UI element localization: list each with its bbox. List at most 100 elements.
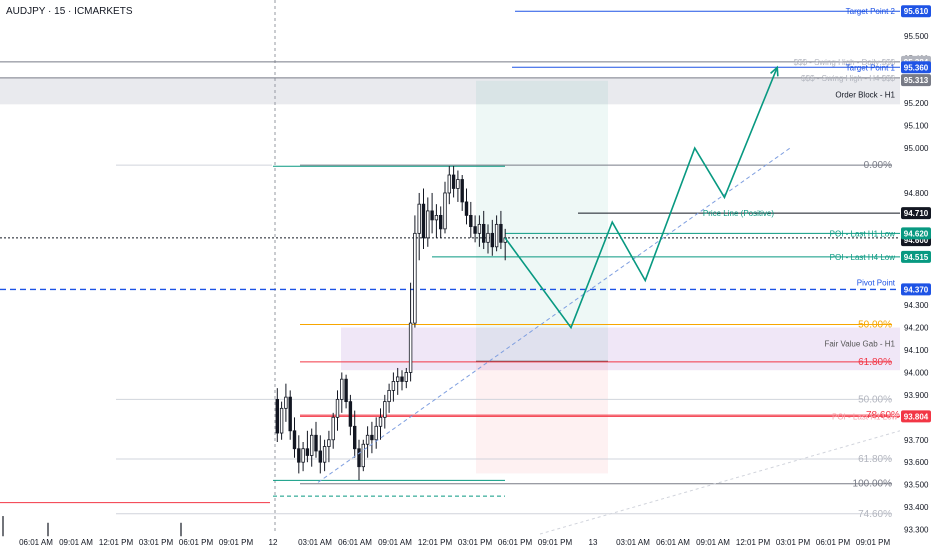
candle-body[interactable] xyxy=(426,210,430,239)
badge-swing-high-h4: 95.313 xyxy=(901,74,931,87)
drawing-layer[interactable] xyxy=(317,65,901,535)
candle-body[interactable] xyxy=(404,372,408,382)
badge-target-point-1: 95.360 xyxy=(901,61,931,74)
candle-body[interactable] xyxy=(279,407,284,434)
badge-poi-h1: 94.620 xyxy=(901,227,931,240)
candle-body[interactable] xyxy=(469,214,473,228)
fib-level-label-4: 100.00% xyxy=(853,479,893,490)
badge-pivot-point-text: 94.370 xyxy=(904,285,929,294)
candle-body[interactable] xyxy=(357,448,361,468)
time-axis[interactable]: 06:01 AM 09:01 AM 12:01 PM 03:01 PM 06:01 PM… xyxy=(19,538,890,547)
long-position-loss-zone[interactable] xyxy=(476,361,608,474)
swing-high-h4-label: $$$ - Swing High - H4 $$$ xyxy=(801,74,895,83)
candle-body[interactable] xyxy=(309,434,314,456)
candle-body[interactable] xyxy=(413,232,417,324)
candle-body[interactable] xyxy=(417,203,421,234)
candle-body[interactable] xyxy=(378,416,383,427)
candle-body[interactable] xyxy=(421,203,426,239)
y-tick-label: 93.400 xyxy=(904,503,929,512)
fair-value-gap-zone xyxy=(341,327,900,371)
candle-body[interactable] xyxy=(297,448,301,463)
order-block-zone xyxy=(0,77,900,105)
candle-body[interactable] xyxy=(361,443,365,468)
x-tick-label: 12:01 PM xyxy=(418,538,453,547)
badge-target-point-2-text: 95.610 xyxy=(904,7,929,16)
candle-body[interactable] xyxy=(331,416,335,441)
candle-body[interactable] xyxy=(451,174,456,189)
candle-body[interactable] xyxy=(473,226,477,234)
projection-arrow-head[interactable] xyxy=(770,65,779,77)
x-tick-label: 09:01 PM xyxy=(219,538,254,547)
y-tick-label: 93.900 xyxy=(904,391,929,400)
x-tick-label: 12:01 PM xyxy=(736,538,771,547)
badge-poi-last-text: 93.804 xyxy=(904,412,929,421)
candle-body[interactable] xyxy=(477,223,482,234)
candle-layer[interactable] xyxy=(2,166,507,537)
candle-body[interactable] xyxy=(365,434,370,445)
candle-body[interactable] xyxy=(383,401,387,418)
candle-body[interactable] xyxy=(490,232,494,248)
candle-body[interactable] xyxy=(438,214,443,230)
candle-body[interactable] xyxy=(486,232,490,243)
candle-body[interactable] xyxy=(344,378,348,403)
candle-body[interactable] xyxy=(499,223,503,243)
badge-target-point-2-bg xyxy=(901,5,931,18)
candle-body[interactable] xyxy=(464,201,469,216)
candle-body[interactable] xyxy=(430,210,434,221)
faded-trendline[interactable] xyxy=(539,430,901,535)
candle-body[interactable] xyxy=(327,439,331,447)
candle-body[interactable] xyxy=(314,434,318,452)
price-axis[interactable]: 95.50095.40095.20095.10095.00094.80094.3… xyxy=(904,32,929,535)
x-tick-label: 03:01 AM xyxy=(616,538,650,547)
candle-body[interactable] xyxy=(348,401,353,427)
candle-body[interactable] xyxy=(395,376,400,382)
long-position-profit-zone[interactable] xyxy=(476,80,608,362)
badge-poi-h4-bg xyxy=(901,250,931,263)
candle-body[interactable] xyxy=(275,398,279,434)
candle-body[interactable] xyxy=(494,223,499,248)
candle-body[interactable] xyxy=(284,396,288,409)
badge-pivot-point-bg xyxy=(901,283,931,296)
badge-swing-high-h4-bg xyxy=(901,74,931,87)
candle-body[interactable] xyxy=(443,192,447,230)
candle-body[interactable] xyxy=(408,322,413,373)
candle-body[interactable] xyxy=(335,398,340,418)
candle-body[interactable] xyxy=(340,378,344,400)
rising-trendline[interactable] xyxy=(317,147,791,483)
candle-body[interactable] xyxy=(456,179,460,189)
x-tick-label: 06:01 AM xyxy=(338,538,372,547)
poi-h4-label: POI - Last H4 Low xyxy=(830,253,896,262)
y-tick-label: 94.800 xyxy=(904,189,929,198)
candle-body[interactable] xyxy=(434,214,439,221)
poi-h1-label: POI - Last H1 Low xyxy=(830,229,896,238)
candle-body[interactable] xyxy=(352,425,357,450)
x-tick-label: 06:01 PM xyxy=(498,538,533,547)
pivot-point-label: Pivot Point xyxy=(857,279,896,288)
x-tick-label: 06:01 AM xyxy=(656,538,690,547)
candle-body[interactable] xyxy=(301,448,305,463)
candle-body[interactable] xyxy=(292,430,297,450)
x-tick-label: 06:01 PM xyxy=(816,538,851,547)
candle-body[interactable] xyxy=(481,223,486,243)
x-tick-label: 12 xyxy=(269,538,278,547)
x-tick-label: 03:01 PM xyxy=(458,538,493,547)
x-tick-label: 09:01 AM xyxy=(59,538,93,547)
fib-level-label-3: 78.60% xyxy=(866,410,900,421)
candle-body[interactable] xyxy=(318,450,322,463)
price-badges: 95.61095.38495.36095.31394.71094.60094.6… xyxy=(901,5,931,423)
candle-body[interactable] xyxy=(387,390,391,403)
candle-body[interactable] xyxy=(322,446,327,463)
candle-body[interactable] xyxy=(374,425,378,441)
candle-body[interactable] xyxy=(288,396,292,432)
candle-body[interactable] xyxy=(391,381,396,391)
candle-body[interactable] xyxy=(370,434,374,441)
x-tick-label: 09:01 AM xyxy=(696,538,730,547)
candle-body[interactable] xyxy=(460,179,464,203)
candle-body[interactable] xyxy=(305,448,310,456)
projection-path[interactable] xyxy=(504,67,778,330)
candle-body[interactable] xyxy=(447,174,451,194)
badge-swing-high-h4-text: 95.313 xyxy=(904,76,929,85)
y-tick-label: 94.300 xyxy=(904,301,929,310)
candle-body[interactable] xyxy=(400,376,404,382)
